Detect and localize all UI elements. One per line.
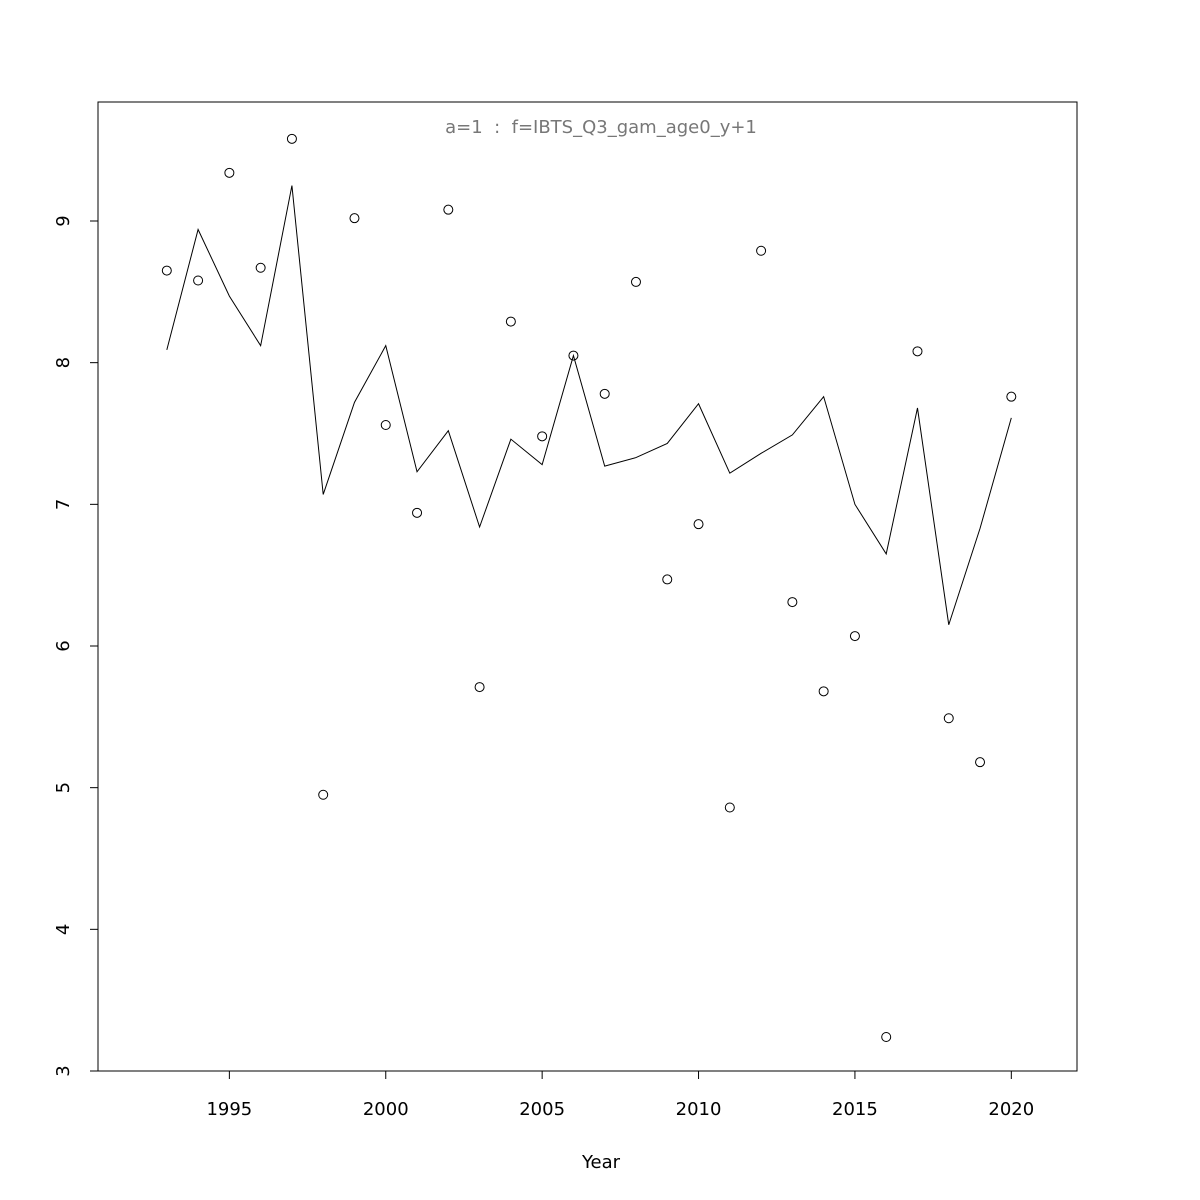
- chart-title: a=1 : f=IBTS_Q3_gam_age0_y+1: [445, 117, 757, 138]
- data-point: [849, 631, 860, 642]
- data-point: [756, 245, 767, 256]
- x-tick-label: 2015: [832, 1099, 878, 1120]
- y-tick-label: 5: [53, 782, 74, 793]
- y-tick-label: 9: [53, 215, 74, 226]
- data-point: [1006, 391, 1017, 402]
- data-point: [975, 757, 986, 768]
- data-point: [412, 507, 423, 518]
- y-tick-label: 8: [53, 357, 74, 368]
- data-point: [318, 789, 329, 800]
- x-tick-label: 2010: [676, 1099, 722, 1120]
- plot-box: [97, 101, 1078, 1072]
- data-point: [787, 597, 798, 608]
- data-point: [912, 346, 923, 357]
- data-point: [881, 1032, 892, 1042]
- x-axis-label: Year: [581, 1152, 621, 1173]
- data-point: [193, 275, 204, 286]
- data-point: [474, 682, 485, 693]
- y-tick-label: 6: [53, 640, 74, 651]
- y-tick-label: 3: [53, 1065, 74, 1076]
- fitted-line: [166, 185, 1012, 625]
- data-point: [568, 350, 579, 361]
- y-tick-label: 4: [53, 924, 74, 935]
- data-point: [693, 519, 704, 530]
- data-point: [505, 316, 516, 327]
- data-point: [943, 713, 954, 724]
- data-point: [286, 133, 297, 144]
- data-point: [662, 574, 673, 585]
- data-point: [349, 213, 360, 224]
- data-point: [255, 262, 266, 273]
- data-point: [380, 420, 391, 430]
- x-tick-label: 2000: [363, 1099, 409, 1120]
- data-point: [630, 276, 641, 287]
- x-tick-label: 1995: [206, 1099, 252, 1120]
- data-point: [161, 265, 172, 276]
- x-tick-label: 2020: [988, 1099, 1034, 1120]
- data-point: [224, 167, 235, 178]
- data-point: [443, 204, 454, 215]
- data-point: [818, 686, 829, 697]
- data-point: [537, 431, 548, 442]
- y-tick-label: 7: [53, 499, 74, 510]
- data-point: [599, 388, 610, 399]
- x-tick-label: 2005: [519, 1099, 565, 1120]
- data-point: [724, 802, 735, 813]
